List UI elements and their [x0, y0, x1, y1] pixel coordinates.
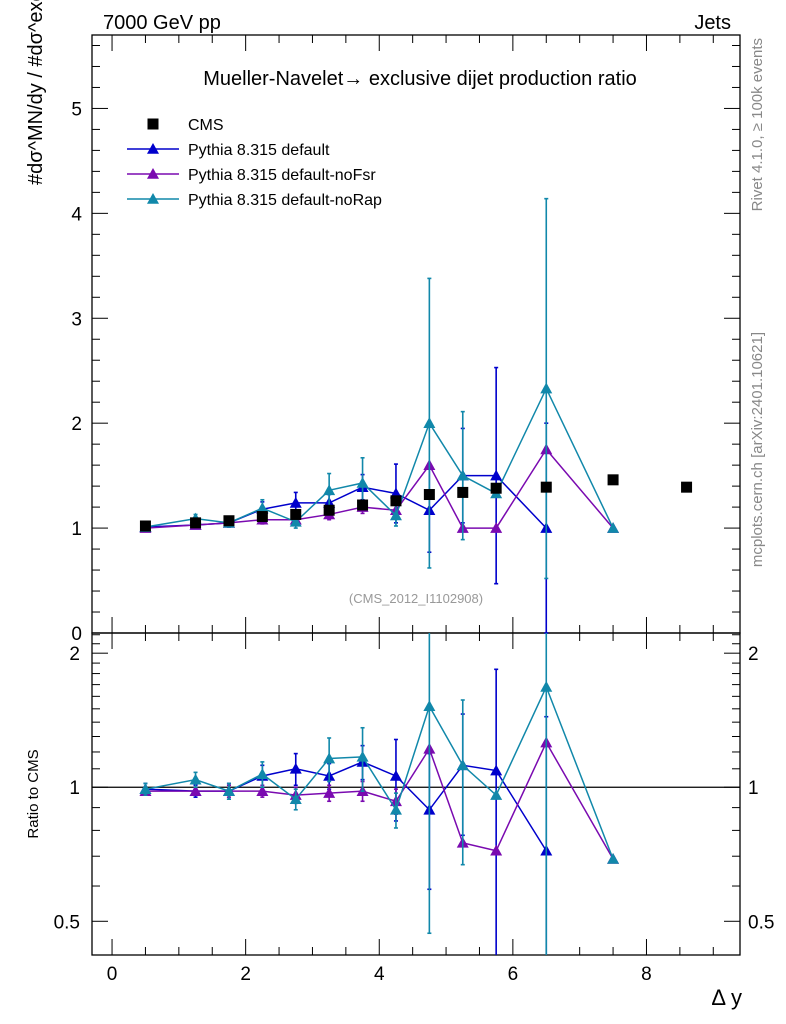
- marker-default: [490, 469, 503, 481]
- ratio-marker-noRap: [323, 752, 336, 764]
- ratio-marker-noFsr: [256, 785, 269, 796]
- ratio-y-tick-label-right: 0.5: [748, 912, 774, 933]
- marker-cms: [323, 504, 335, 516]
- rivet-version-label: Rivet 4.1.0, ≥ 100k events: [749, 38, 766, 211]
- legend-marker-default: [147, 143, 159, 154]
- marker-cms: [357, 499, 369, 511]
- legend-label-default: Pythia 8.315 default: [188, 142, 330, 159]
- ratio-y-axis-label: Ratio to CMS: [25, 749, 42, 838]
- ratio-marker-noRap: [139, 783, 152, 794]
- ratio-marker-default: [490, 764, 503, 776]
- marker-noRap: [389, 509, 402, 521]
- marker-noRap: [607, 522, 620, 533]
- ratio-y-tick-label-right: 2: [748, 644, 759, 665]
- ratio-y-tick-label: 2: [69, 644, 80, 665]
- marker-cms: [457, 486, 469, 498]
- marker-cms: [139, 520, 151, 532]
- y-tick-label: 1: [71, 519, 82, 540]
- x-axis-label: Δ y: [711, 985, 742, 1010]
- marker-cms: [681, 481, 693, 493]
- marker-cms: [223, 515, 235, 527]
- marker-noRap: [540, 382, 553, 394]
- header-left-title: 7000 GeV pp: [103, 12, 221, 34]
- ratio-marker-noRap: [222, 785, 235, 796]
- legend-label-noFsr: Pythia 8.315 default-noFsr: [188, 167, 376, 184]
- series-line-noRap: [145, 386, 614, 529]
- y-tick-label: 3: [71, 309, 82, 330]
- marker-cms: [607, 474, 619, 486]
- ratio-marker-noRap: [423, 700, 436, 712]
- ratio-marker-noRap: [256, 768, 269, 779]
- ratio-plot-frame: [91, 632, 741, 956]
- ratio-marker-noRap: [289, 793, 302, 804]
- ratio-marker-noRap: [356, 750, 369, 762]
- legend-marker-noRap: [147, 193, 159, 204]
- x-tick-label: 2: [240, 964, 251, 985]
- chart-title: Mueller-Navelet→ exclusive dijet product…: [203, 68, 637, 90]
- ratio-data-layer: [139, 633, 620, 955]
- axis-ticks: [92, 35, 740, 955]
- ratio-line-noRap: [145, 684, 614, 860]
- x-tick-label: 6: [508, 964, 519, 985]
- ratio-line-noFsr: [145, 740, 614, 860]
- ratio-marker-noRap: [189, 773, 202, 785]
- ratio-marker-noFsr: [189, 785, 202, 796]
- ratio-marker-default: [289, 762, 302, 774]
- marker-cms: [256, 511, 268, 523]
- ratio-y-tick-label-right: 1: [748, 778, 759, 799]
- marker-noRap: [323, 484, 336, 496]
- ratio-y-tick-label: 1: [69, 778, 80, 799]
- ratio-marker-noRap: [456, 759, 469, 771]
- legend-label-cms: CMS: [188, 117, 224, 134]
- ratio-marker-noRap: [490, 789, 503, 800]
- marker-cms: [390, 495, 402, 507]
- mcplots-source-label: mcplots.cern.ch [arXiv:2401.10621]: [749, 332, 766, 567]
- marker-cms: [490, 482, 502, 494]
- ratio-marker-noFsr: [490, 844, 503, 856]
- marker-cms: [290, 508, 302, 520]
- marker-default: [289, 496, 302, 508]
- ratio-marker-noFsr: [323, 787, 336, 798]
- marker-noRap: [256, 502, 269, 513]
- x-tick-label: 0: [107, 964, 118, 985]
- legend-marker-noFsr: [147, 168, 159, 179]
- y-tick-label: 5: [71, 99, 82, 120]
- y-tick-label: 2: [71, 414, 82, 435]
- legend-label-noRap: Pythia 8.315 default-noRap: [188, 192, 382, 209]
- marker-noRap: [356, 476, 369, 488]
- marker-noRap: [456, 469, 469, 481]
- x-tick-label: 8: [641, 964, 652, 985]
- marker-noRap: [289, 515, 302, 527]
- main-y-axis-label: #dσ^MN/dy / #dσ^exc/dy: [25, 0, 47, 185]
- ratio-line-default: [145, 761, 547, 852]
- ratio-marker-default: [389, 769, 402, 781]
- marker-cms: [423, 489, 435, 501]
- main-data-layer: [139, 197, 693, 634]
- ratio-marker-noRap: [607, 852, 620, 864]
- analysis-watermark: (CMS_2012_I1102908): [349, 591, 483, 606]
- marker-noRap: [423, 417, 436, 428]
- legend-marker-cms: [147, 118, 159, 130]
- main-y-axis-label-text: #dσ^MN/dy / #dσ^exc/dy: [25, 0, 47, 185]
- y-tick-label: 4: [71, 204, 82, 225]
- legend: CMS Pythia 8.315 default Pythia 8.315 defa…: [127, 117, 382, 209]
- y-tick-label: 0: [71, 624, 82, 645]
- x-tick-label: 4: [374, 964, 385, 985]
- ratio-marker-noRap: [389, 803, 402, 815]
- ratio-marker-noRap: [540, 680, 553, 692]
- header-right-title: Jets: [694, 12, 731, 34]
- marker-cms: [540, 481, 552, 493]
- marker-noFsr: [490, 522, 503, 533]
- ratio-y-tick-label: 0.5: [54, 912, 80, 933]
- marker-cms: [190, 517, 202, 529]
